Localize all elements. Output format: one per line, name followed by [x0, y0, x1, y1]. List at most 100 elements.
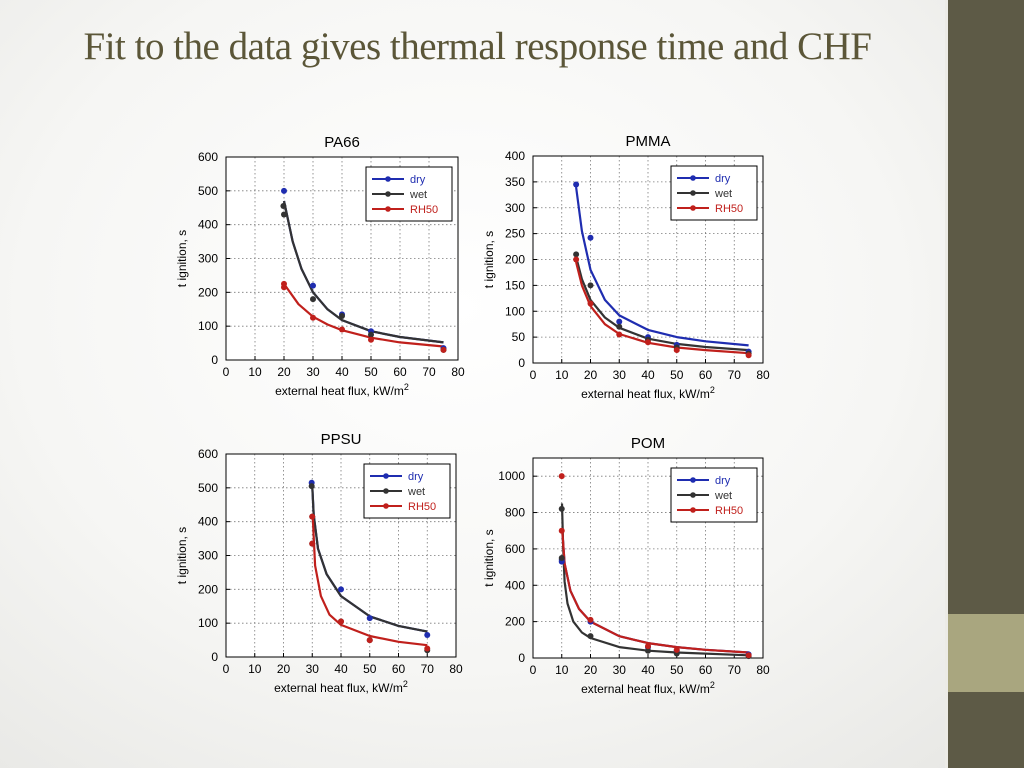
- x-tick-label: 40: [641, 368, 655, 382]
- data-point-wet: [616, 323, 623, 330]
- data-point-wet: [645, 647, 651, 654]
- x-tick-label: 10: [248, 365, 262, 379]
- data-point-rh50: [587, 616, 594, 623]
- data-point-wet: [573, 251, 580, 258]
- data-point-rh50: [587, 300, 594, 307]
- x-axis-label: external heat flux, kW/m2: [581, 385, 715, 401]
- x-tick-label: 80: [756, 663, 770, 677]
- legend: dry wet RH50: [365, 166, 453, 222]
- series-fit-dry: [575, 186, 749, 347]
- legend-marker: [690, 507, 696, 513]
- x-tick-label: 50: [363, 662, 377, 676]
- chart-body: 0 10 20 30 40 50 60 70 80 0 100 200 300 400 500 600 PPSU…: [175, 431, 463, 695]
- x-tick-label: 30: [613, 663, 627, 677]
- data-point-wet: [558, 555, 565, 561]
- y-axis-label: t ignition, s: [482, 529, 496, 586]
- data-point-rh50: [440, 346, 447, 353]
- x-tick-label: 70: [422, 365, 436, 379]
- data-point-wet: [587, 633, 594, 640]
- legend-marker: [690, 477, 696, 483]
- data-point-wet: [587, 282, 594, 289]
- x-tick-label: 60: [392, 662, 406, 676]
- data-point-rh50: [573, 256, 580, 263]
- y-tick-label: 600: [198, 150, 218, 164]
- legend-label: RH50: [408, 501, 436, 513]
- x-tick-label: 40: [335, 365, 349, 379]
- y-tick-label: 200: [198, 285, 218, 299]
- plot-frame: [225, 453, 457, 658]
- data-point-rh50: [645, 643, 651, 650]
- y-tick-label: 100: [505, 304, 525, 318]
- data-point-dry: [310, 282, 316, 289]
- legend-label: dry: [715, 475, 731, 487]
- y-tick-label: 300: [505, 201, 525, 215]
- x-tick-label: 70: [728, 663, 742, 677]
- data-point-dry: [366, 615, 373, 622]
- data-point-dry: [424, 632, 431, 639]
- legend-marker: [690, 205, 696, 211]
- series-fit-wet: [560, 503, 749, 657]
- x-tick-label: 0: [223, 365, 230, 379]
- data-point-dry: [587, 234, 594, 241]
- chart-pom: 0 10 20 30 40 50 60 70 8002004006008001000POMext…: [482, 435, 770, 696]
- legend-marker: [383, 473, 389, 479]
- y-tick-label: 0: [211, 353, 218, 367]
- legend-label: wet: [407, 486, 425, 498]
- x-tick-label: 10: [555, 663, 569, 677]
- data-point-wet: [280, 203, 287, 210]
- x-tick-label: 0: [530, 663, 537, 677]
- data-point-wet: [308, 483, 315, 490]
- chart-ppsu: 0 10 20 30 40 50 60 70 80 0 100 200 300 400 500 600 PPSU…: [175, 431, 463, 695]
- data-point-dry: [281, 187, 287, 194]
- slide-title: Fit to the data gives thermal response t…: [83, 25, 872, 68]
- y-tick-label: 250: [505, 227, 525, 241]
- y-axis-label: t ignition, s: [175, 527, 189, 584]
- data-point-wet: [339, 313, 345, 320]
- y-axis-label: t ignition, s: [175, 230, 189, 287]
- y-tick-label: 500: [198, 481, 218, 495]
- legend-marker: [690, 492, 696, 498]
- x-tick-label: 30: [613, 368, 627, 382]
- y-tick-label: 300: [198, 549, 218, 563]
- data-point-dry: [616, 318, 623, 325]
- x-tick-label: 20: [584, 368, 598, 382]
- legend: dry wet RH50: [670, 467, 758, 523]
- series-fit-rh50: [311, 518, 428, 647]
- x-tick-label: 80: [449, 662, 463, 676]
- data-point-rh50: [745, 352, 752, 359]
- x-tick-label: 70: [421, 662, 435, 676]
- y-tick-label: 400: [198, 515, 218, 529]
- legend-marker: [690, 175, 696, 181]
- y-tick-label: 100: [198, 319, 218, 333]
- chart-title: PA66: [324, 134, 360, 151]
- legend-label: dry: [715, 173, 731, 185]
- data-point-rh50: [366, 637, 373, 644]
- data-point-rh50: [309, 540, 316, 547]
- x-tick-label: 60: [699, 663, 713, 677]
- data-point-rh50: [339, 326, 345, 333]
- legend-marker: [690, 190, 696, 196]
- data-point-wet: [310, 296, 316, 303]
- plot-frame: [225, 156, 459, 361]
- data-point-rh50: [558, 473, 565, 480]
- y-tick-label: 150: [505, 278, 525, 292]
- y-tick-label: 200: [505, 253, 525, 267]
- chart-body: 0 10 20 30 40 50 60 70 80 0 100 200 300 400 500 600 PA66…: [175, 134, 465, 398]
- chart-body: 0 10 20 30 40 50 60 70 8002004006008001000POMext…: [482, 435, 770, 696]
- series-fit-rh50: [561, 530, 749, 654]
- x-axis-label: external heat flux, kW/m2: [274, 679, 408, 695]
- y-tick-label: 0: [211, 650, 218, 664]
- data-point-rh50: [309, 513, 316, 520]
- x-tick-label: 30: [306, 365, 320, 379]
- series-fit-wet: [282, 200, 444, 344]
- x-tick-label: 20: [584, 663, 598, 677]
- x-tick-label: 20: [277, 365, 291, 379]
- x-axis-label: external heat flux, kW/m2: [275, 382, 409, 398]
- legend: dry wet RH50: [670, 165, 758, 221]
- chart-body: 0 10 20 30 40 50 60 70 80 0 50 100 150 200 250 300 350 40…: [482, 133, 770, 401]
- legend-marker: [383, 503, 389, 509]
- data-point-rh50: [338, 618, 344, 625]
- y-tick-label: 400: [505, 578, 525, 592]
- y-tick-label: 0: [518, 651, 525, 665]
- y-tick-label: 1000: [498, 469, 525, 483]
